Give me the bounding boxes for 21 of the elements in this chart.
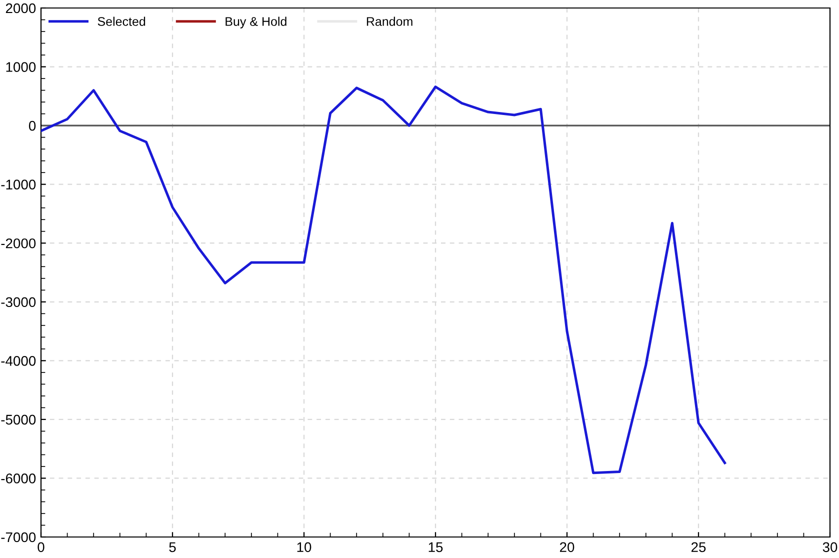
x-tick-label: 15 bbox=[428, 542, 443, 552]
x-tick-label: 10 bbox=[297, 542, 312, 552]
y-tick-label: -7000 bbox=[1, 532, 36, 542]
y-tick-label: -1000 bbox=[1, 180, 36, 190]
y-tick-label: 1000 bbox=[6, 62, 36, 72]
legend-label: Random bbox=[366, 16, 412, 26]
y-tick-label: -6000 bbox=[1, 474, 36, 484]
y-tick-label: -2000 bbox=[1, 238, 36, 248]
x-tick-label: 25 bbox=[691, 542, 706, 552]
legend-label: Selected bbox=[98, 16, 146, 26]
y-tick-label: -4000 bbox=[1, 356, 36, 366]
legend-label: Buy & Hold bbox=[226, 16, 286, 28]
y-tick-label: -5000 bbox=[1, 414, 36, 425]
line-series bbox=[41, 86, 726, 474]
y-tick-label: 2000 bbox=[6, 3, 36, 14]
y-tick-label: -3000 bbox=[1, 297, 36, 308]
x-tick-label: 5 bbox=[169, 542, 176, 552]
y-tick-label: 0 bbox=[28, 120, 36, 131]
x-tick-label: 30 bbox=[822, 542, 838, 552]
x-tick-label: 20 bbox=[560, 542, 574, 552]
x-tick-label: 0 bbox=[38, 542, 44, 552]
